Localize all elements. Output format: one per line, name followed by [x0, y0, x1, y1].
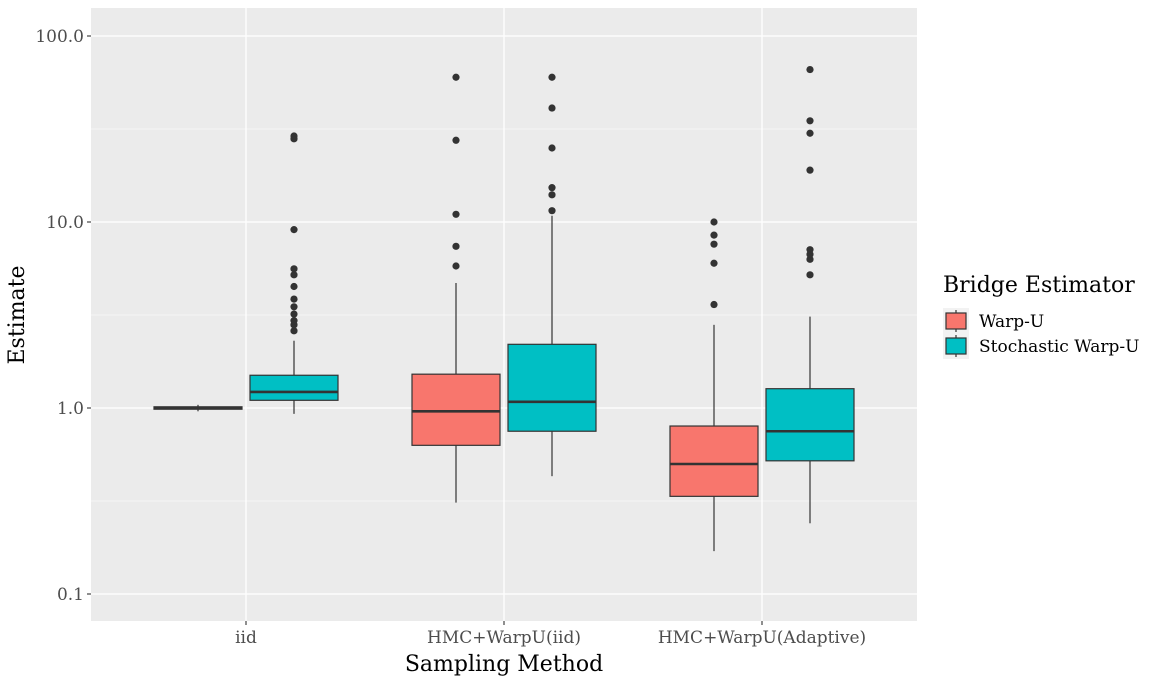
- series-stochastic-warp-u: [249, 65, 855, 524]
- outlier-point: [290, 310, 298, 318]
- legend-key-swatch-stochastic-warp-u: [945, 337, 967, 355]
- outlier-point: [290, 303, 298, 311]
- box-series: [153, 65, 855, 552]
- outlier-point: [290, 317, 298, 325]
- outlier-point: [548, 207, 556, 215]
- outlier-point: [452, 210, 460, 218]
- y-tick-label: 0.1: [57, 585, 84, 605]
- outlier-point: [806, 166, 814, 174]
- x-tick-label: HMC+WarpU(Adaptive): [658, 628, 866, 648]
- series-warp-u: [153, 73, 759, 552]
- x-tick-label: iid: [235, 628, 257, 648]
- outlier-point: [710, 300, 718, 309]
- y-axis-title: Estimate: [5, 265, 30, 364]
- outlier-point: [290, 271, 298, 279]
- outlier-point: [710, 240, 718, 248]
- y-axis: 0.1 1.0 10.0 100.0: [35, 27, 91, 605]
- box-iid: [153, 404, 243, 412]
- outlier-point: [290, 226, 298, 234]
- box-hmc-warpu-adaptive-: [765, 65, 855, 524]
- outlier-point: [548, 144, 556, 152]
- outlier-point: [452, 136, 460, 144]
- box-iqr: [411, 373, 501, 446]
- outlier-point: [290, 265, 298, 273]
- y-tick-label: 10.0: [46, 213, 84, 233]
- legend-label-warp-u: Warp-U: [979, 312, 1044, 332]
- outlier-point: [290, 132, 298, 140]
- outlier-point: [806, 129, 814, 137]
- outlier-point: [806, 255, 814, 263]
- y-tick-label: 100.0: [35, 27, 84, 47]
- x-axis: iid HMC+WarpU(iid) HMC+WarpU(Adaptive): [235, 621, 866, 648]
- legend-item-warp-u: Warp-U: [943, 308, 1044, 334]
- box-iqr: [765, 388, 855, 462]
- outlier-point: [548, 191, 556, 199]
- box-iqr: [507, 343, 597, 432]
- box-hmc-warpu-adaptive-: [669, 218, 759, 552]
- outlier-point: [452, 262, 460, 270]
- box-hmc-warpu-iid-: [411, 73, 501, 503]
- outlier-point: [290, 282, 298, 291]
- outlier-point: [290, 295, 298, 303]
- x-axis-title: Sampling Method: [405, 652, 603, 677]
- box-iqr: [669, 425, 759, 497]
- legend-key-swatch-warp-u: [945, 312, 967, 330]
- legend: Bridge Estimator Warp-U Stochastic Warp-…: [943, 273, 1139, 359]
- legend-title: Bridge Estimator: [943, 273, 1135, 298]
- box-iid: [249, 132, 339, 414]
- box-iqr: [249, 374, 339, 401]
- box-hmc-warpu-iid-: [507, 73, 597, 477]
- legend-label-stochastic-warp-u: Stochastic Warp-U: [979, 337, 1139, 357]
- outlier-point: [806, 271, 814, 279]
- outlier-point: [710, 259, 718, 267]
- outlier-point: [452, 242, 460, 250]
- outlier-point: [290, 327, 298, 335]
- outlier-point: [452, 73, 460, 81]
- outlier-point: [548, 104, 556, 112]
- outlier-point: [806, 65, 814, 74]
- outlier-point: [548, 184, 556, 192]
- outlier-point: [806, 246, 814, 254]
- x-tick-label: HMC+WarpU(iid): [427, 628, 581, 648]
- outlier-point: [548, 73, 556, 81]
- y-tick-label: 1.0: [57, 399, 84, 419]
- outlier-point: [710, 231, 718, 239]
- major-gridlines: [91, 8, 917, 621]
- outlier-point: [710, 218, 718, 226]
- outlier-point: [806, 117, 814, 125]
- legend-item-stochastic-warp-u: Stochastic Warp-U: [943, 333, 1139, 359]
